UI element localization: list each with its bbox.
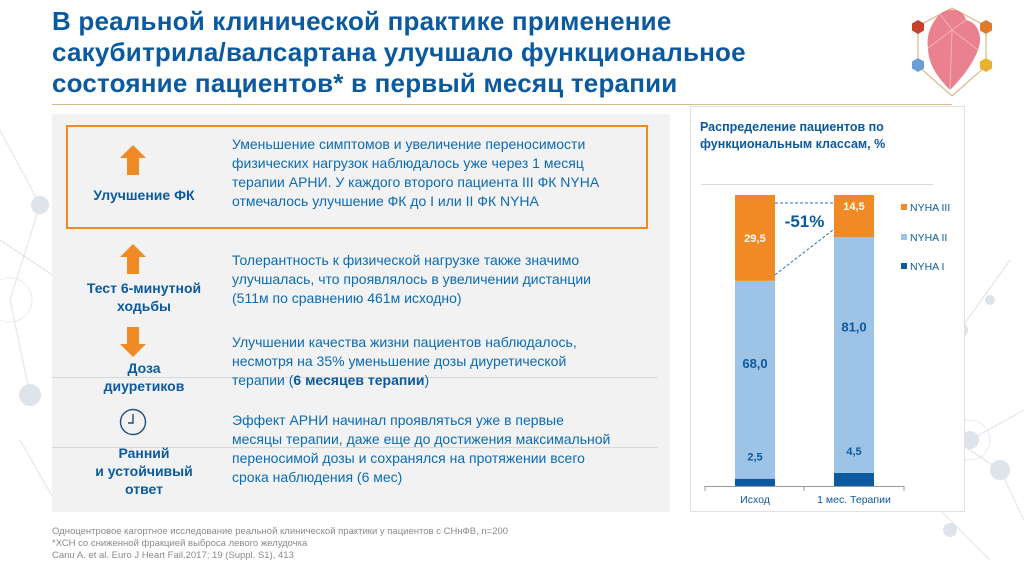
heart-logo bbox=[912, 7, 992, 97]
legend-label: NYHA III bbox=[910, 202, 950, 214]
finding-description: Толерантность к физической нагрузке такж… bbox=[232, 251, 652, 308]
label-line: Ранний bbox=[118, 445, 170, 461]
title-line-1: В реальной клинической практике применен… bbox=[52, 6, 672, 36]
title-line-2: сакубитрила/валсартана улучшало функцион… bbox=[52, 37, 746, 67]
label-line: ответ bbox=[125, 481, 163, 497]
chart-panel: Распределение пациентов по функциональны… bbox=[690, 106, 965, 512]
stacked-bar-chart: 2,5 68,0 29,5 4,5 81,0 14,5 -51% Исход 1 мес. Те… bbox=[704, 195, 950, 506]
label-line: Тест 6-минутной bbox=[86, 280, 202, 296]
desc-line: срока наблюдения (6 мес) bbox=[232, 469, 403, 485]
x-tick-label: 1 мес. Терапии bbox=[817, 494, 891, 506]
desc-line: несмотря на 35% уменьшение дозы диуретич… bbox=[232, 353, 567, 369]
label-line: ходьбы bbox=[117, 298, 171, 314]
finding-description: Уменьшение симптомов и увеличение перено… bbox=[232, 135, 652, 211]
arrow-down-icon bbox=[120, 327, 146, 357]
desc-text: терапии ( bbox=[232, 372, 294, 388]
desc-line: улучшалась, что проявлялось в увеличении… bbox=[232, 271, 592, 287]
bar-nyha-i bbox=[834, 472, 874, 486]
desc-line: Толерантность к физической нагрузке такж… bbox=[232, 252, 580, 268]
finding-label: Улучшение ФК bbox=[64, 186, 224, 204]
title-line-3: состояние пациентов* в первый месяц тера… bbox=[52, 68, 678, 98]
bar-nyha-iii bbox=[735, 195, 775, 281]
desc-bold-text: 6 месяцев терапии bbox=[293, 372, 425, 388]
desc-line: Эффект АРНИ начинал проявляться уже в пе… bbox=[232, 412, 564, 428]
chart-title: Распределение пациентов по функциональны… bbox=[700, 119, 910, 153]
x-tick-label: Исход bbox=[740, 494, 770, 506]
chart-title-line: Распределение пациентов по bbox=[700, 120, 884, 134]
legend-swatch bbox=[901, 263, 907, 269]
bar-nyha-iii bbox=[834, 195, 874, 238]
row-divider bbox=[52, 447, 658, 448]
desc-line: терапии (6 месяцев терапии) bbox=[232, 371, 652, 390]
legend-label: NYHA II bbox=[910, 232, 947, 244]
label-line: и устойчивый bbox=[95, 463, 193, 479]
label-line: Улучшение ФК bbox=[93, 187, 195, 203]
legend-swatch bbox=[901, 204, 907, 210]
bar-nyha-ii bbox=[834, 237, 874, 473]
data-label: 81,0 bbox=[841, 319, 866, 334]
footnotes: Одноцентровое кагортное исследование реа… bbox=[52, 526, 508, 562]
data-label: 14,5 bbox=[843, 201, 864, 213]
desc-line: месяцы терапии, даже еще до достижения м… bbox=[232, 431, 611, 447]
bar-nyha-ii bbox=[735, 280, 775, 479]
arrow-up-icon bbox=[120, 244, 146, 274]
desc-line: Улучшении качества жизни пациентов наблю… bbox=[232, 334, 577, 350]
clock-icon bbox=[119, 408, 147, 436]
row-divider bbox=[52, 377, 658, 378]
finding-description: Эффект АРНИ начинал проявляться уже в пе… bbox=[232, 411, 652, 487]
bar-nyha-i bbox=[735, 478, 775, 486]
data-label: 4,5 bbox=[846, 446, 861, 458]
footnote-study: Одноцентровое кагортное исследование реа… bbox=[52, 526, 509, 537]
data-label: 29,5 bbox=[744, 233, 765, 245]
findings-panel: Улучшение ФК Уменьшение симптомов и увел… bbox=[52, 114, 670, 512]
footnote-abbreviation: *ХСН со сниженной фракцией выброса левог… bbox=[52, 538, 308, 549]
label-line: Доза bbox=[127, 360, 161, 376]
footnote-reference: Canu A. et al. Euro J Heart Fail.2017; 1… bbox=[52, 550, 294, 561]
desc-line: (511м по сравнению 461м исходно) bbox=[232, 290, 462, 306]
finding-label: Тест 6-минутной ходьбы bbox=[64, 279, 224, 315]
data-label: 68,0 bbox=[742, 356, 767, 371]
legend-label: NYHA I bbox=[910, 261, 944, 273]
finding-description: Улучшении качества жизни пациентов наблю… bbox=[232, 333, 652, 390]
desc-line: отмечалось улучшение ФК до I или II ФК N… bbox=[232, 193, 539, 209]
finding-label: Ранний и устойчивый ответ bbox=[64, 444, 224, 498]
chart-title-divider bbox=[701, 184, 933, 185]
change-annotation: -51% bbox=[785, 212, 825, 231]
title-divider bbox=[52, 104, 952, 105]
legend-swatch bbox=[901, 234, 907, 240]
desc-line: Уменьшение симптомов и увеличение перено… bbox=[232, 136, 586, 152]
desc-line: физических нагрузок наблюдалось уже чере… bbox=[232, 155, 584, 171]
dashed-connector-bottom bbox=[774, 228, 835, 276]
slide-title: В реальной клинической практике применен… bbox=[52, 6, 812, 99]
data-label: 2,5 bbox=[747, 452, 762, 464]
label-line: диуретиков bbox=[103, 378, 185, 394]
finding-label: Доза диуретиков bbox=[64, 359, 224, 395]
arrow-up-icon bbox=[120, 145, 146, 175]
chart-title-line: функциональным классам, % bbox=[700, 137, 886, 151]
desc-line: терапии АРНИ. У каждого второго пациента… bbox=[232, 174, 600, 190]
desc-line: переносимой дозы и сохранялся на протяже… bbox=[232, 450, 585, 466]
desc-text: ) bbox=[424, 372, 430, 388]
highlight-box bbox=[66, 125, 648, 229]
